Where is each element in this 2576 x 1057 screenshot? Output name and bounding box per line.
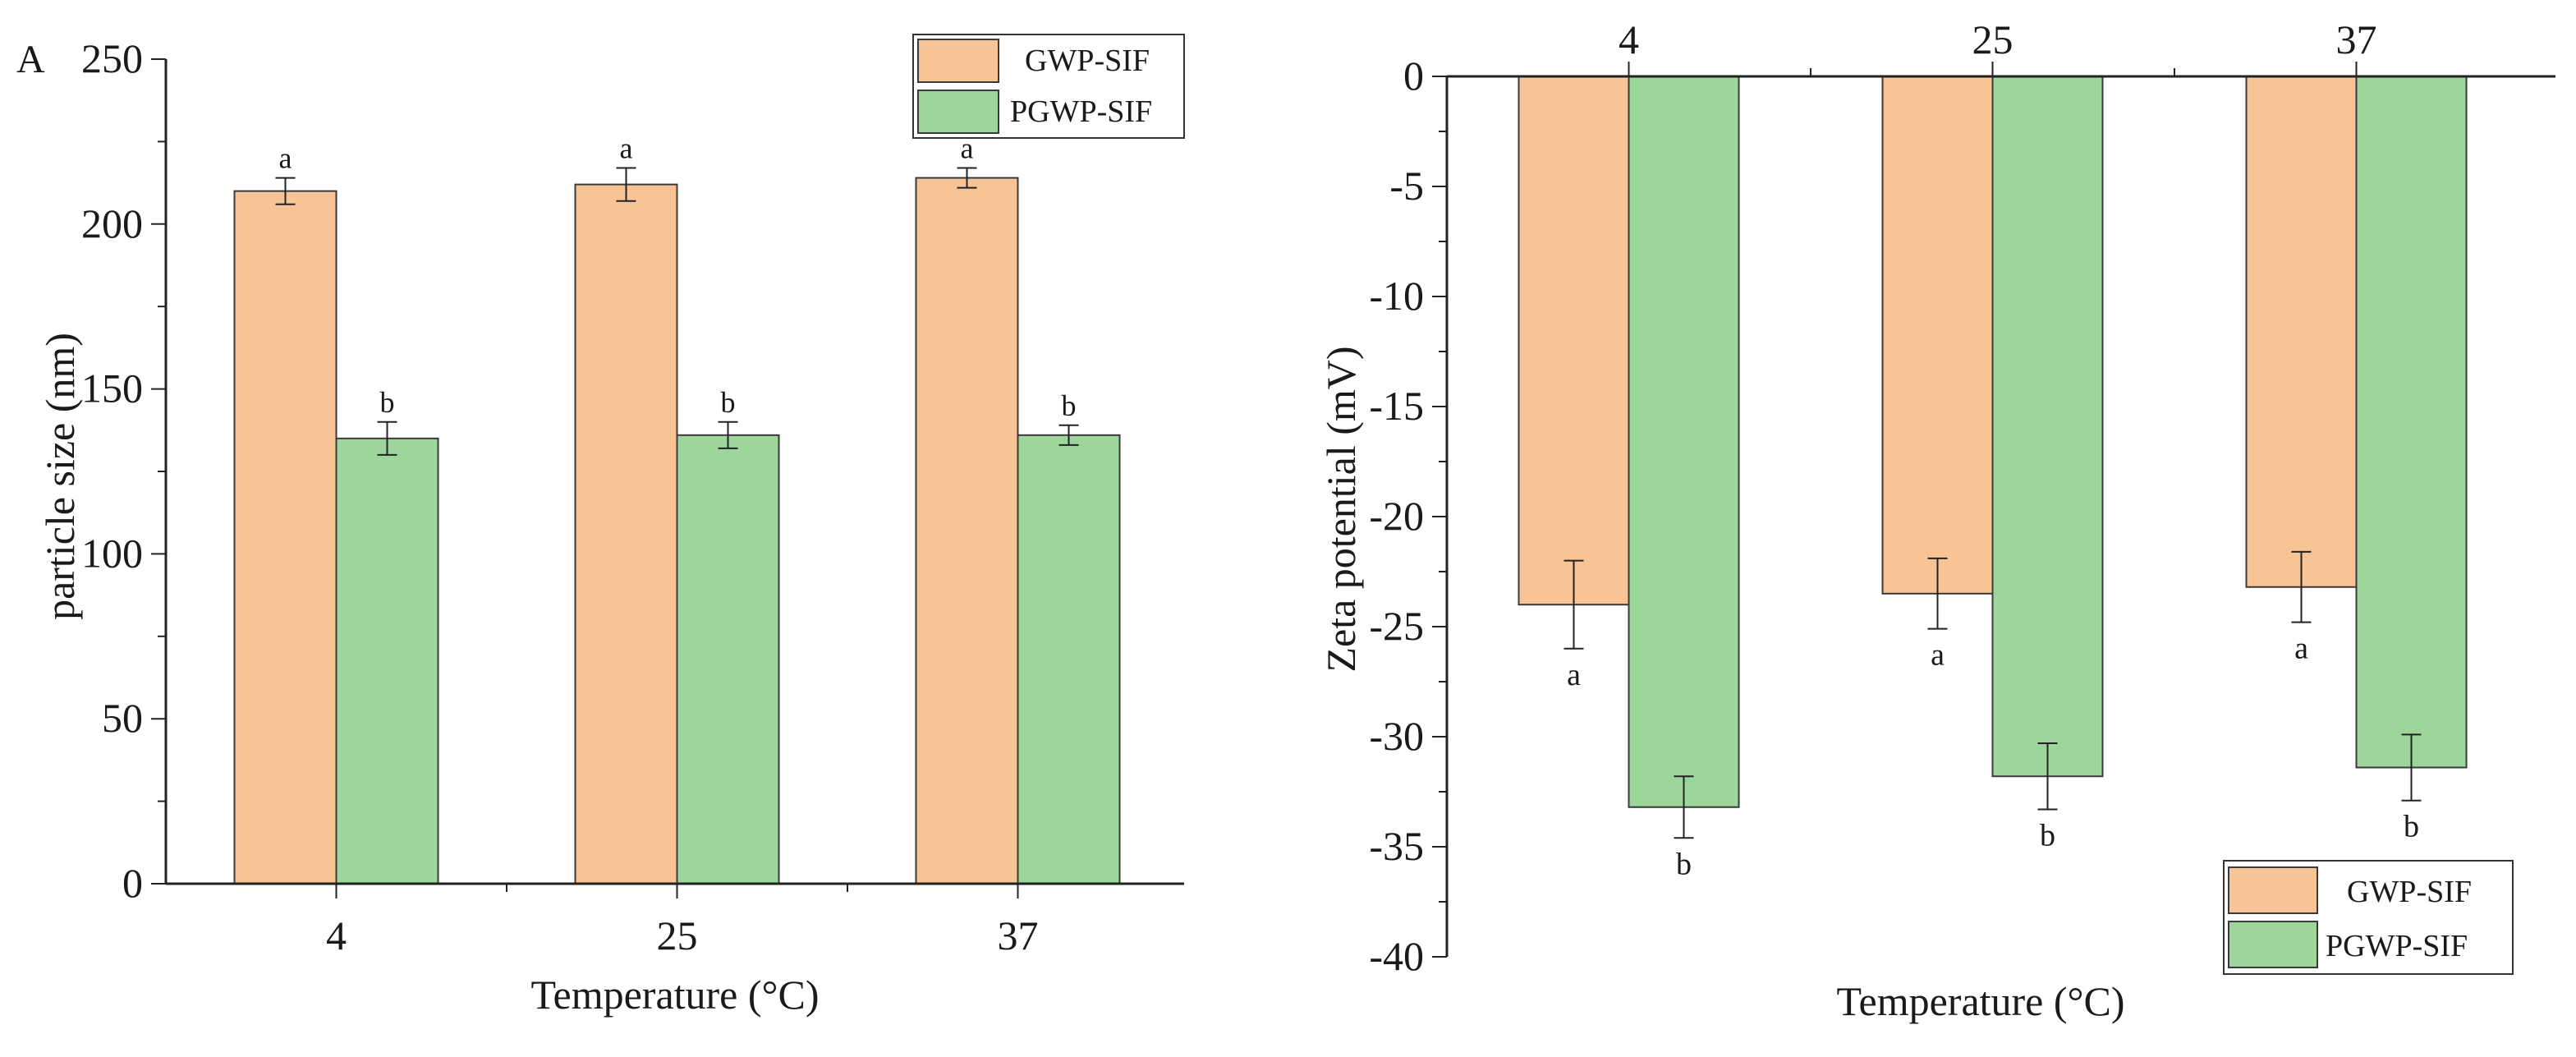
x-tick-label-37: 37 [998,912,1039,958]
significance-label-gwp-sif-25: a [620,132,633,165]
bar-pgwp-sif-37 [2355,76,2468,769]
y-tick-label-0: 0 [1403,53,1424,99]
significance-label-gwp-sif-37: a [961,132,974,165]
y-tick-label--40: -40 [1369,933,1424,979]
error-bar-gwp-sif-4 [275,177,296,205]
y-tick-label--30: -30 [1369,713,1424,759]
legend-swatch-gwp-sif [917,39,999,83]
bar-gwp-sif-37 [2245,76,2358,588]
legend-swatch-gwp-sif [2228,866,2318,914]
bar-gwp-sif-4 [1518,76,1630,606]
significance-label-gwp-sif-4: a [279,142,292,175]
x-tick-label-37: 37 [2336,16,2377,62]
legend-swatch-pgwp-sif [2228,921,2318,968]
legend-label-pgwp-sif: PGWP-SIF [2326,929,2468,963]
error-bar-pgwp-sif-37 [1058,424,1079,446]
error-bar-gwp-sif-25 [1927,557,1948,630]
y-tick-label-200: 200 [81,200,143,246]
error-bar-gwp-sif-37 [2291,550,2312,623]
y-axis-title-particle-size: particle size (nm) [37,333,83,620]
y-tick-label--25: -25 [1369,603,1424,649]
significance-label-gwp-sif-37: a [2294,632,2308,666]
bar-pgwp-sif-4 [1628,76,1740,808]
significance-label-pgwp-sif-4: b [1676,847,1692,881]
bar-gwp-sif-4 [233,190,337,885]
significance-label-pgwp-sif-4: b [380,386,395,419]
legend-zeta-potential: GWP-SIF PGWP-SIF [2223,860,2514,975]
significance-label-gwp-sif-25: a [1931,638,1945,673]
error-bar-pgwp-sif-25 [718,421,738,449]
y-tick-label-0: 0 [122,860,143,906]
error-bar-gwp-sif-37 [957,167,977,189]
legend-label-pgwp-sif: PGWP-SIF [1010,94,1152,129]
bar-gwp-sif-25 [1881,76,1994,595]
y-tick-label-150: 150 [81,365,143,411]
y-tick-label-50: 50 [102,695,143,741]
y-tick-label--15: -15 [1369,383,1424,429]
x-tick-label-4: 4 [1619,16,1639,62]
particle-size-chart: A particle size (nm) Temperature (°C) a b… [16,34,1185,1018]
significance-label-pgwp-sif-25: b [721,386,736,419]
y-tick-label-100: 100 [81,530,143,576]
error-bar-pgwp-sif-37 [2401,733,2422,802]
significance-label-pgwp-sif-37: b [1062,389,1077,422]
bar-pgwp-sif-25 [676,434,780,885]
bar-pgwp-sif-4 [335,437,439,885]
bar-pgwp-sif-25 [1991,76,2104,778]
significance-label-pgwp-sif-37: b [2404,810,2419,844]
significance-label-pgwp-sif-25: b [2040,818,2055,852]
x-axis-title-temperature: Temperature (°C) [1836,978,2124,1024]
y-tick-label--20: -20 [1369,493,1424,539]
x-tick-label-25: 25 [657,912,698,958]
x-tick-label-4: 4 [326,912,347,958]
y-tick-label--35: -35 [1369,823,1424,869]
legend-particle-size: GWP-SIF PGWP-SIF [912,34,1185,139]
y-tick-label--10: -10 [1369,273,1424,319]
x-axis-title-temperature: Temperature (°C) [530,972,819,1018]
bar-gwp-sif-37 [915,177,1019,885]
error-bar-gwp-sif-25 [616,167,636,202]
y-tick-label-250: 250 [81,35,143,81]
error-bar-pgwp-sif-4 [1674,775,1694,839]
panel-label-a: A [16,38,45,81]
error-bar-pgwp-sif-25 [2037,742,2058,811]
legend-swatch-pgwp-sif [917,90,999,134]
significance-label-gwp-sif-4: a [1567,658,1581,692]
bar-gwp-sif-25 [574,183,678,885]
legend-label-gwp-sif: GWP-SIF [1025,44,1150,78]
error-bar-gwp-sif-4 [1564,559,1584,650]
zeta-potential-chart: Zeta potential (mV) Temperature (°C) a b a… [1318,16,2555,1024]
error-bar-pgwp-sif-4 [377,421,397,456]
bar-pgwp-sif-37 [1017,434,1121,885]
legend-label-gwp-sif: GWP-SIF [2347,875,2472,909]
y-axis-title-zeta-potential: Zeta potential (mV) [1318,346,1364,672]
x-tick-label-25: 25 [1972,16,2014,62]
y-tick-label--5: -5 [1389,163,1424,209]
